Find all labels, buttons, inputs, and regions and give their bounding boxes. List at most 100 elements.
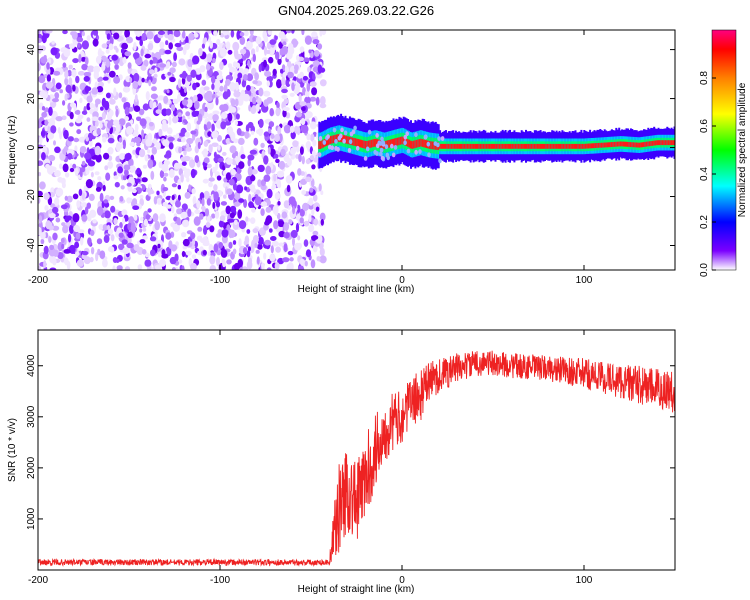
spectrogram-cell [203,226,208,235]
spectrogram-cell [186,122,192,131]
spectrogram-cell [608,142,610,148]
spectrogram-cell [139,194,144,200]
spectrogram-cell [295,54,300,62]
y-tick-label: 4000 [26,354,37,377]
spectrogram-cell [490,143,493,149]
spectrogram-cell [206,53,213,63]
spectrogram-cell [302,75,308,81]
spectrogram-cell [554,143,557,149]
spectrogram-cell [233,61,237,68]
spectrogram-cell [232,182,237,191]
spectrogram-cell [283,98,289,105]
spectrogram-cell [257,97,262,106]
spectrogram-cell [148,121,154,127]
spectrogram-cell [201,197,205,207]
spectrogram-cell [97,50,105,56]
spectrogram-cell [258,87,264,97]
spectrogram-cell [270,245,274,254]
spectrogram-cell [394,138,396,147]
spectrogram-cell [332,135,335,144]
spectrogram-cell [651,140,654,146]
spectrogram-cell [275,107,281,117]
spectrogram-cell [171,206,175,214]
spectrogram-cell [216,175,222,181]
spectrogram-cell [341,134,344,143]
spectrogram-cell [593,143,596,149]
spectrogram-cell [440,136,445,141]
spectrogram-cell [648,141,651,147]
spectrogram-cell [236,30,241,40]
spectrogram-cell [233,219,238,226]
spectrogram-cell [309,96,317,102]
spectrogram-cell [161,249,166,257]
spectrogram-cell [337,135,342,141]
spectrogram-cell [127,231,133,239]
spectrogram-cell [100,106,104,111]
spectrogram-cell [386,155,391,161]
spectrogram-cell [136,116,142,122]
spectrogram-cell [68,77,73,86]
spectrogram-cell [431,141,434,150]
spectrogram-cell [263,36,269,43]
spectrogram-cell [247,246,251,252]
spectrogram-cell [379,151,383,157]
snr-panel: -200 -100 0 100 1000 2000 3000 4000 Height of … [7,329,676,595]
spectrogram-cell [257,243,263,250]
spectrogram-cell [206,198,212,206]
spectrogram-cell [243,74,248,81]
spectrogram-cell [144,48,148,54]
spectrogram-cell [535,143,538,149]
spectrogram-cell [414,140,417,149]
spectrogram-cell [185,146,192,152]
spectrogram-cell [362,140,364,148]
spectrogram-cell [150,93,158,100]
spectrogram-cell [197,250,202,256]
spectrogram-cell [380,155,385,161]
spectrogram-cell [51,40,55,45]
spectrogram-cell [414,149,418,155]
spectrogram-cell [332,127,337,133]
spectrogram-cell [284,65,289,74]
spectrogram-cell [275,51,280,60]
spectrogram-cell [144,259,152,267]
spectrogram-cell [285,30,292,34]
spectrogram-cell [641,142,644,148]
spectrogram-cell [207,251,211,256]
colorbar-tick-label: 0.0 [699,263,710,277]
spectrogram-cell [67,69,72,77]
spectrogram-cell [263,155,269,165]
spectrogram-cell [244,131,250,139]
spectrogram-cell [308,213,312,223]
spectrogram-cell [198,47,203,57]
spectrogram-cell [49,267,57,270]
spectrogram-cell [519,143,522,149]
spectrogram-cell [395,138,398,146]
spectrogram-cell [121,42,128,50]
spectrogram-cell [124,30,130,38]
spectrogram-cell [182,245,188,250]
spectrogram-cell [74,241,80,249]
spectrogram-cell [182,70,187,80]
spectrogram-cell [177,94,181,102]
spectrogram-cell [213,191,219,201]
spectrogram-cell [379,147,384,153]
spectrogram-cell [517,143,520,149]
spectrogram-cell [363,156,368,161]
spectrogram-cell [231,106,237,113]
spectrogram-cell [113,217,118,225]
spectrogram-cell [287,219,293,225]
spectrogram-cell [250,130,255,135]
spectrogram-cell [48,154,56,162]
spectrogram-cell [420,138,423,147]
spectrogram-cell [219,85,224,92]
spectrogram-cell [488,143,491,149]
spectrogram-cell [55,187,64,197]
spectrogram-cell [168,142,174,150]
spectrogram-cell [124,106,130,116]
spectrogram-cell [211,130,219,139]
spectrogram-cell [380,136,384,142]
spectrogram-cell [391,152,396,158]
spectrogram-cell [269,108,275,117]
spectrogram-cell [619,141,622,147]
spectrogram-cell [475,143,478,149]
